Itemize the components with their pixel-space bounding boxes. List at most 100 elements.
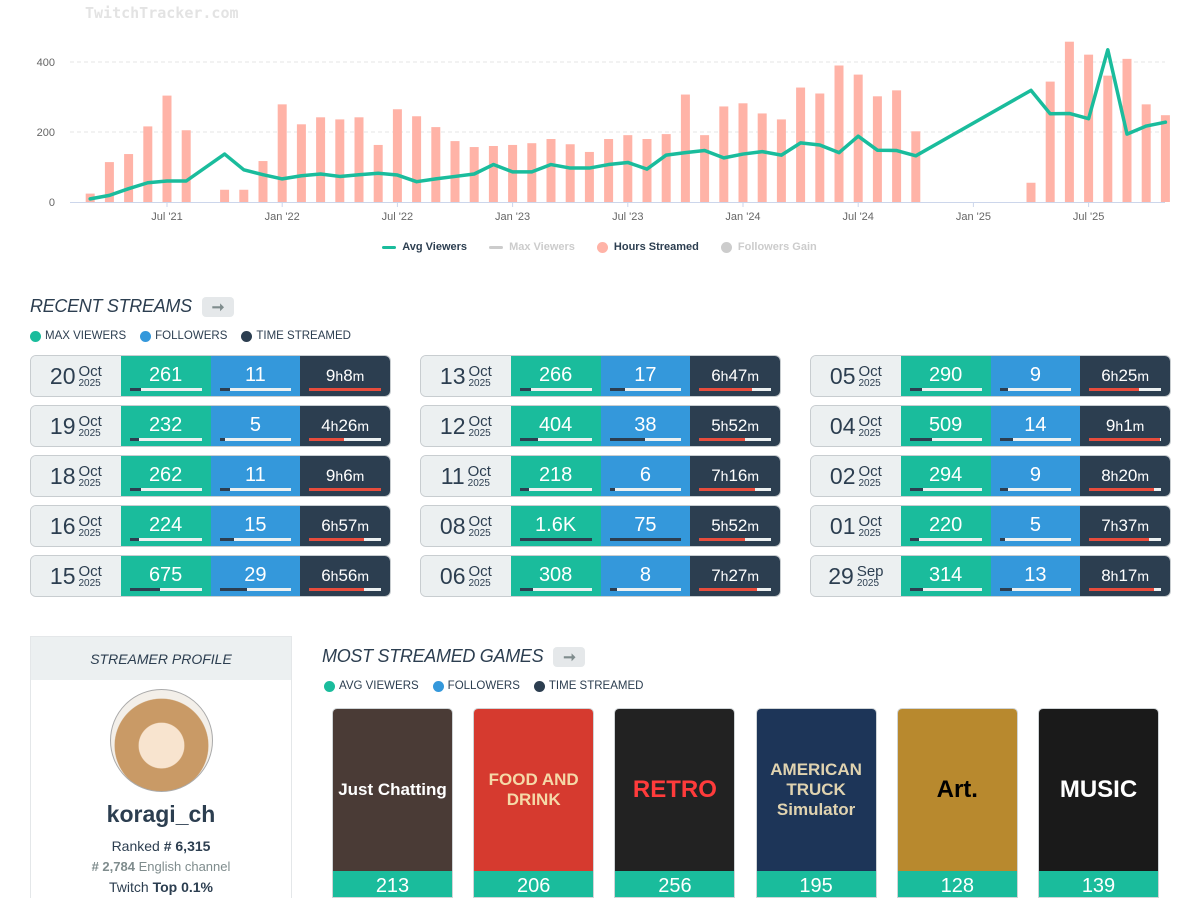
box-art-lettering: Just Chatting [338,780,447,799]
hours-streamed-bar [815,93,825,202]
key-time-streamed: TIME STREAMED [533,680,643,692]
stream-row[interactable]: 08 Oct 2025 1.6K 75 5h52m [420,505,781,547]
followers-cell: 17 [600,356,691,396]
hours-streamed-bar [392,109,402,202]
stream-row[interactable]: 15 Oct 2025 675 29 6h56m [30,555,391,597]
date-month: Oct [78,512,102,530]
game-box-art[interactable]: RETRO [615,709,735,871]
stream-date: 13 Oct 2025 [421,356,511,396]
hours-streamed-bar [1103,75,1113,202]
followers-bar [609,438,682,441]
minutes-value: 56 [338,566,358,585]
avatar[interactable] [110,689,213,792]
viewers-bar [519,488,592,491]
game-card[interactable]: Art. 128 [896,708,1018,898]
game-box-art[interactable]: AMERICAN TRUCK Simulator [756,709,876,871]
hours-value: 6 [711,366,721,385]
avg-viewers-point [1067,111,1071,115]
minutes-value: 52 [728,516,748,535]
profile-header: STREAMER PROFILE [31,637,291,680]
stream-row[interactable]: 01 Oct 2025 220 5 7h37m [810,505,1171,547]
stream-row[interactable]: 11 Oct 2025 218 6 7h16m [420,455,781,497]
viewers-bar [909,438,982,441]
max-viewers-cell: 294 [900,456,991,496]
hours-value: 7 [1101,516,1111,535]
stream-row[interactable]: 05 Oct 2025 290 9 6h25m [810,355,1171,397]
minutes-value: 57 [338,516,358,535]
game-card[interactable]: AMERICAN TRUCK Simulator 195 [755,708,877,898]
box-art-lettering: RETRO [632,776,717,803]
arrow-right-icon[interactable]: ➞ [201,296,234,317]
game-box-art[interactable]: Art. [897,709,1017,871]
dot-icon [533,680,545,692]
legend-hours-streamed[interactable]: Hours Streamed [596,241,699,253]
time-streamed-cell: 9h8m [300,356,390,396]
time-streamed-cell: 9h6m [300,456,390,496]
avg-viewers-point [741,152,745,156]
rank-language: # 2,784 English channel [31,859,291,874]
max-viewers-value: 404 [538,414,573,436]
x-tick-label: Jan '23 [495,211,530,223]
time-bar [699,388,771,391]
hours-streamed-bar [488,146,498,202]
stream-row[interactable]: 19 Oct 2025 232 5 4h26m [30,405,391,447]
game-card[interactable]: Just Chatting 213 [332,708,453,898]
hours-value: 4 [321,416,331,435]
avg-viewers-point [472,172,476,176]
date-month: Sep [856,562,884,580]
game-box-art[interactable]: FOOD AND DRINK [474,709,594,871]
stream-row[interactable]: 16 Oct 2025 224 15 6h57m [30,505,391,547]
game-card[interactable]: FOOD AND DRINK 206 [473,708,595,898]
stream-row[interactable]: 13 Oct 2025 266 17 6h47m [420,355,781,397]
legend-avg-viewers[interactable]: Avg Viewers [382,241,467,253]
game-box-art[interactable]: MUSIC [1039,709,1158,871]
avg-viewers-point [184,179,188,183]
time-bar [1089,438,1161,441]
max-viewers-value: 218 [538,464,573,486]
stream-row[interactable]: 02 Oct 2025 294 9 8h20m [810,455,1171,497]
avg-viewers-point [779,153,783,157]
stream-row[interactable]: 20 Oct 2025 261 11 9h8m [30,355,391,397]
time-bar [309,538,381,541]
game-card[interactable]: RETRO 256 [614,708,736,898]
date-year: 2025 [78,527,101,539]
date-year: 2025 [468,527,491,539]
max-viewers-value: 220 [928,514,963,536]
avg-viewers-point [664,153,668,157]
hours-streamed-bar [1084,54,1094,203]
minutes-value: 37 [1118,516,1138,535]
max-viewers-cell: 509 [900,406,991,446]
avg-viewers-point [1163,120,1167,124]
arrow-right-icon[interactable]: ➞ [553,646,586,667]
date-month: Oct [858,412,882,430]
recent-streams-heading: RECENT STREAMS ➞ [30,296,234,317]
key-avg-viewers: AVG VIEWERS [324,680,419,692]
followers-value: 9 [1029,464,1041,486]
game-card[interactable]: MUSIC 139 [1038,708,1159,898]
stream-row[interactable]: 04 Oct 2025 509 14 9h1m [810,405,1171,447]
stream-row[interactable]: 12 Oct 2025 404 38 5h52m [420,405,781,447]
x-tick-label: Jul '24 [842,211,873,223]
followers-bar [609,488,682,491]
streamer-name[interactable]: koragi_ch [106,801,216,827]
max-viewers-cell: 261 [120,356,211,396]
stream-row[interactable]: 18 Oct 2025 262 11 9h6m [30,455,391,497]
key-max-viewers: MAX VIEWERS [30,330,126,342]
viewers-bar [909,538,982,541]
date-month: Oct [468,562,492,580]
legend-followers-gain[interactable]: Followers Gain [720,241,817,253]
time-streamed-cell: 5h52m [690,506,780,546]
avg-viewers-point [818,143,822,147]
hours-value: 6 [321,566,331,585]
game-box-art[interactable]: Just Chatting [333,709,452,871]
stream-row[interactable]: 29 Sep 2025 314 13 8h17m [810,555,1171,597]
hours-value: 5 [711,516,721,535]
date-month: Oct [858,462,882,480]
legend-max-viewers[interactable]: Max Viewers [489,241,575,253]
stream-row[interactable]: 06 Oct 2025 308 8 7h27m [420,555,781,597]
avg-viewers-point [280,177,284,181]
minutes-value: 47 [728,366,748,385]
avg-viewers-point [645,167,649,171]
followers-value: 11 [244,464,266,486]
followers-cell: 5 [990,506,1081,546]
